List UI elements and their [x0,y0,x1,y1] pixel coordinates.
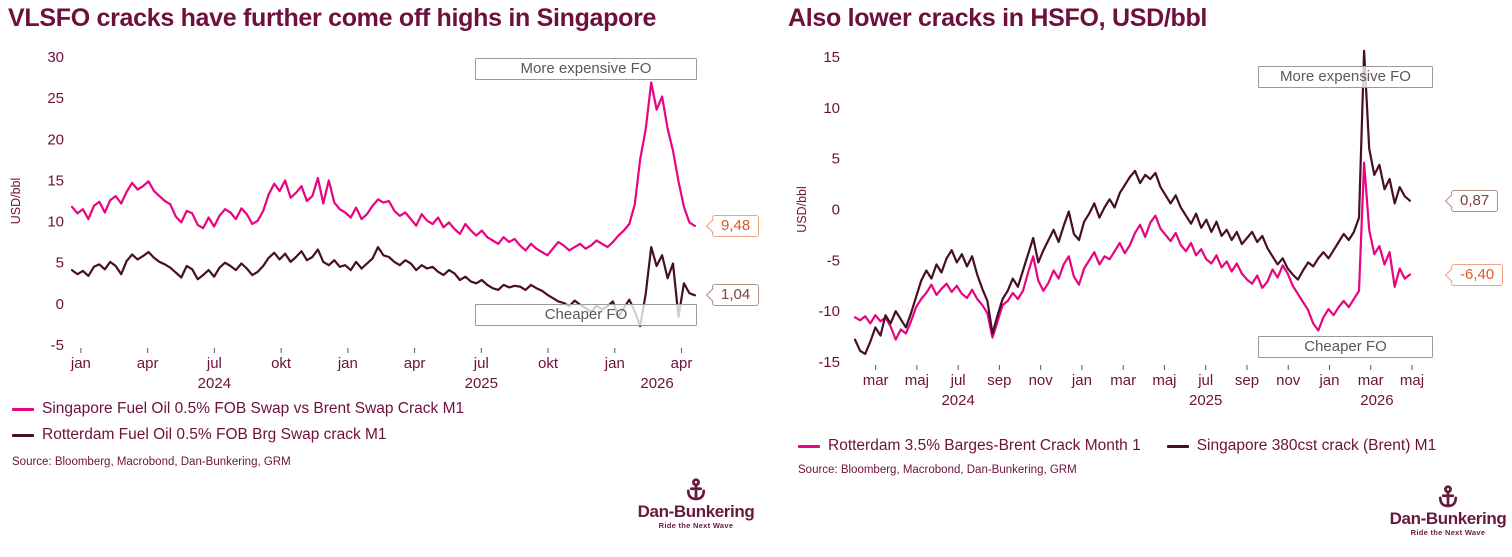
svg-text:apr: apr [137,355,159,372]
year-label: 2025 [1189,392,1222,409]
series-line-1 [853,49,1412,355]
legend-label: Singapore Fuel Oil 0.5% FOB Swap vs Bren… [42,400,465,417]
chart-title-left: VLSFO cracks have further come off highs… [8,4,657,32]
dan-bunkering-logo: Dan-Bunkering Ride the Next Wave [636,478,756,530]
value-callout-rotterdam-35: -6,40 [1451,263,1504,286]
pink-line-swatch [12,407,34,411]
series-line-0 [853,161,1412,341]
svg-text:sep: sep [1235,372,1259,389]
svg-text:30: 30 [47,49,64,66]
svg-text:5: 5 [832,151,840,168]
svg-text:mar: mar [1358,372,1384,389]
svg-text:maj: maj [905,372,929,389]
svg-text:nov: nov [1029,372,1054,389]
svg-text:15: 15 [47,172,64,189]
y-axis-title: USD/bbl [9,178,23,225]
year-label: 2025 [465,375,498,392]
svg-text:okt: okt [538,355,559,372]
svg-text:-5: -5 [51,337,64,354]
year-label: 2024 [198,375,231,392]
year-label: 2026 [640,375,673,392]
legend-left: Singapore Fuel Oil 0.5% FOB Swap vs Bren… [12,400,464,452]
svg-text:jul: jul [473,355,489,372]
year-label: 2024 [941,392,974,409]
y-axis-title: USD/bbl [795,186,809,233]
legend-item-singapore-05: Singapore Fuel Oil 0.5% FOB Swap vs Bren… [12,400,464,418]
pink-line-swatch [798,444,820,448]
svg-text:apr: apr [671,355,693,372]
legend-label: Rotterdam Fuel Oil 0.5% FOB Brg Swap cra… [42,426,387,443]
logo-wordmark: Dan-Bunkering [1389,509,1507,528]
value-callout-singapore-380: 0,87 [1451,189,1499,212]
svg-text:-10: -10 [818,303,840,320]
series-line-0 [70,81,697,257]
source-note-left: Source: Bloomberg, Macrobond, Dan-Bunker… [12,456,291,468]
annotation-cheaper-fo: Cheaper FO [1258,336,1433,358]
svg-text:apr: apr [404,355,426,372]
legend-label: Singapore 380cst crack (Brent) M1 [1196,437,1437,454]
chart-title-right: Also lower cracks in HSFO, USD/bbl [788,4,1208,32]
anchor-logo-icon [686,478,706,501]
dark-line-swatch [12,433,34,437]
svg-text:0: 0 [832,202,840,219]
svg-text:mar: mar [863,372,889,389]
legend-item-singapore-380: Singapore 380cst crack (Brent) M1 [1166,437,1437,455]
x-axis: jan apr jul okt jan apr jul okt jan apr 2024 2025 20… [70,348,692,392]
logo-wordmark: Dan-Bunkering [637,502,755,521]
year-label: 2026 [1360,392,1393,409]
svg-text:20: 20 [47,131,64,148]
svg-text:jan: jan [70,355,91,372]
svg-text:jan: jan [1318,372,1339,389]
value-callout-singapore-05: 9,48 [712,214,760,237]
dark-line-swatch [1166,444,1189,448]
logo-tagline: Ride the Next Wave [658,521,734,530]
anchor-logo-icon [1438,485,1458,508]
svg-text:nov: nov [1276,372,1301,389]
svg-text:0: 0 [56,296,64,313]
y-axis: 30 25 20 15 10 5 0 -5 [47,49,64,354]
svg-text:jul: jul [206,355,222,372]
svg-text:jan: jan [604,355,625,372]
source-note-right: Source: Bloomberg, Macrobond, Dan-Bunker… [798,464,1077,476]
svg-text:jan: jan [337,355,358,372]
legend-right: Rotterdam 3.5% Barges-Brent Crack Month … [798,437,1436,463]
x-axis: mar maj jul sep nov jan mar maj jul sep nov jan mar m… [863,365,1424,409]
dan-bunkering-logo: Dan-Bunkering Ride the Next Wave [1388,485,1508,537]
legend-item-rotterdam-05: Rotterdam Fuel Oil 0.5% FOB Brg Swap cra… [12,426,464,444]
annotation-cheaper-fo: Cheaper FO [475,304,697,326]
svg-text:jul: jul [1197,372,1213,389]
chart-panel-hsfo: 15 10 5 0 -5 -10 -15 USD/bbl mar maj jul sep nov jan m… [780,0,1512,557]
annotation-more-expensive-fo: More expensive FO [1258,66,1433,88]
svg-text:10: 10 [47,214,64,231]
chart-panel-vlsfo: 30 25 20 15 10 5 0 -5 USD/bbl jan apr jul okt jan apr j… [0,0,760,557]
svg-text:okt: okt [271,355,292,372]
value-callout-rotterdam-05: 1,04 [712,284,760,307]
svg-text:mar: mar [1110,372,1136,389]
svg-text:5: 5 [56,255,64,272]
legend-label: Rotterdam 3.5% Barges-Brent Crack Month … [828,437,1141,454]
svg-text:sep: sep [987,372,1011,389]
y-axis: 15 10 5 0 -5 -10 -15 [818,49,840,371]
svg-text:-5: -5 [827,252,840,269]
svg-text:jan: jan [1071,372,1092,389]
svg-text:jul: jul [950,372,966,389]
svg-text:-15: -15 [818,354,840,371]
svg-text:maj: maj [1152,372,1176,389]
svg-text:15: 15 [823,49,840,66]
legend-item-rotterdam-35: Rotterdam 3.5% Barges-Brent Crack Month … [798,437,1141,455]
svg-text:25: 25 [47,90,64,107]
annotation-more-expensive-fo: More expensive FO [475,58,697,80]
svg-text:maj: maj [1400,372,1424,389]
svg-text:10: 10 [823,100,840,117]
logo-tagline: Ride the Next Wave [1410,528,1486,537]
